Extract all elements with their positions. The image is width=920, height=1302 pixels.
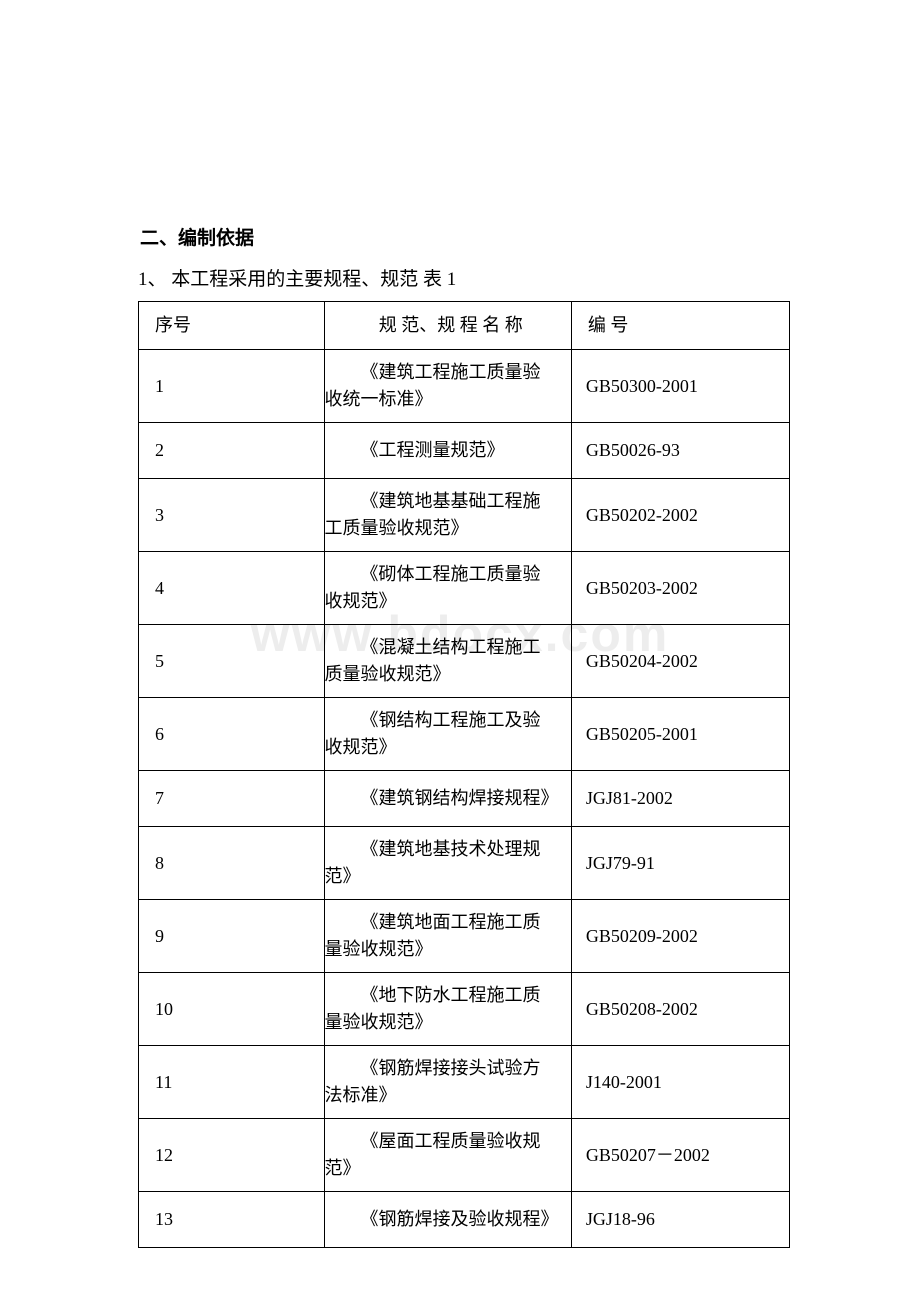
cell-code: GB50208-2002 (571, 973, 789, 1046)
table-row: 2《工程测量规范》GB50026-93 (139, 423, 790, 479)
table-row: 11《钢筋焊接接头试验方法标准》J140-2001 (139, 1046, 790, 1119)
cell-code: GB50300-2001 (571, 350, 789, 423)
cell-code: GB50205-2001 (571, 698, 789, 771)
cell-name: 《建筑地基基础工程施工质量验收规范》 (324, 479, 571, 552)
table-row: 8《建筑地基技术处理规范》JGJ79-91 (139, 827, 790, 900)
cell-code: J140-2001 (571, 1046, 789, 1119)
table-header-row: 序号 规 范、规 程 名 称 编 号 (139, 302, 790, 350)
cell-seq: 2 (139, 423, 325, 479)
cell-name: 《工程测量规范》 (324, 423, 571, 479)
cell-name: 《混凝土结构工程施工质量验收规范》 (324, 625, 571, 698)
header-code: 编 号 (571, 302, 789, 350)
cell-seq: 5 (139, 625, 325, 698)
cell-name: 《地下防水工程施工质量验收规范》 (324, 973, 571, 1046)
table-row: 9《建筑地面工程施工质量验收规范》GB50209-2002 (139, 900, 790, 973)
cell-code: GB50209-2002 (571, 900, 789, 973)
cell-seq: 10 (139, 973, 325, 1046)
table-row: 7《建筑钢结构焊接规程》JGJ81-2002 (139, 771, 790, 827)
table-row: 13《钢筋焊接及验收规程》JGJ18-96 (139, 1192, 790, 1248)
cell-code: JGJ81-2002 (571, 771, 789, 827)
cell-name: 《砌体工程施工质量验收规范》 (324, 552, 571, 625)
section-heading: 二、编制依据 (138, 223, 790, 250)
table-row: 3《建筑地基基础工程施工质量验收规范》GB50202-2002 (139, 479, 790, 552)
cell-code: GB50204-2002 (571, 625, 789, 698)
table-row: 6《钢结构工程施工及验收规范》GB50205-2001 (139, 698, 790, 771)
cell-seq: 1 (139, 350, 325, 423)
cell-seq: 13 (139, 1192, 325, 1248)
cell-name: 《钢结构工程施工及验收规范》 (324, 698, 571, 771)
cell-seq: 11 (139, 1046, 325, 1119)
cell-name: 《建筑地基技术处理规范》 (324, 827, 571, 900)
cell-seq: 12 (139, 1119, 325, 1192)
cell-seq: 8 (139, 827, 325, 900)
cell-code: GB50026-93 (571, 423, 789, 479)
cell-seq: 7 (139, 771, 325, 827)
table-caption: 1、 本工程采用的主要规程、规范 表 1 (138, 264, 790, 291)
cell-code: JGJ18-96 (571, 1192, 789, 1248)
header-seq: 序号 (139, 302, 325, 350)
cell-seq: 9 (139, 900, 325, 973)
table-row: 1《建筑工程施工质量验收统一标准》GB50300-2001 (139, 350, 790, 423)
table-row: 4《砌体工程施工质量验收规范》GB50203-2002 (139, 552, 790, 625)
cell-seq: 6 (139, 698, 325, 771)
cell-code: GB50203-2002 (571, 552, 789, 625)
cell-code: GB50202-2002 (571, 479, 789, 552)
cell-code: GB50207－2002 (571, 1119, 789, 1192)
standards-table: 序号 规 范、规 程 名 称 编 号 1《建筑工程施工质量验收统一标准》GB50… (138, 301, 790, 1248)
cell-name: 《建筑钢结构焊接规程》 (324, 771, 571, 827)
cell-name: 《建筑工程施工质量验收统一标准》 (324, 350, 571, 423)
cell-name: 《屋面工程质量验收规范》 (324, 1119, 571, 1192)
table-row: 5《混凝土结构工程施工质量验收规范》GB50204-2002 (139, 625, 790, 698)
cell-seq: 4 (139, 552, 325, 625)
cell-name: 《钢筋焊接接头试验方法标准》 (324, 1046, 571, 1119)
table-row: 12《屋面工程质量验收规范》GB50207－2002 (139, 1119, 790, 1192)
document-content: 二、编制依据 1、 本工程采用的主要规程、规范 表 1 序号 规 范、规 程 名… (0, 0, 920, 1248)
cell-name: 《钢筋焊接及验收规程》 (324, 1192, 571, 1248)
header-name: 规 范、规 程 名 称 (324, 302, 571, 350)
cell-code: JGJ79-91 (571, 827, 789, 900)
cell-seq: 3 (139, 479, 325, 552)
table-row: 10《地下防水工程施工质量验收规范》GB50208-2002 (139, 973, 790, 1046)
cell-name: 《建筑地面工程施工质量验收规范》 (324, 900, 571, 973)
